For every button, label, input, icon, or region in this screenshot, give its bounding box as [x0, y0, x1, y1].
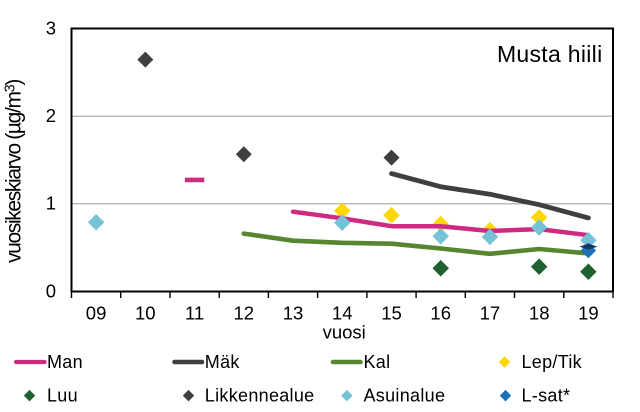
svg-text:Musta hiili: Musta hiili	[497, 41, 603, 67]
svg-text:Kal: Kal	[364, 352, 391, 372]
svg-text:Likkennealue: Likkennealue	[205, 386, 315, 406]
svg-text:L-sat*: L-sat*	[522, 386, 571, 406]
svg-text:Mäk: Mäk	[205, 352, 241, 372]
svg-text:19: 19	[578, 303, 599, 324]
svg-text:10: 10	[135, 303, 156, 324]
svg-text:18: 18	[529, 303, 550, 324]
svg-text:Luu: Luu	[47, 386, 78, 406]
svg-text:14: 14	[332, 303, 353, 324]
svg-text:17: 17	[480, 303, 501, 324]
svg-text:vuosi: vuosi	[323, 322, 366, 343]
svg-text:15: 15	[381, 303, 402, 324]
svg-text:Lep/Tik: Lep/Tik	[522, 352, 583, 372]
svg-text:2: 2	[46, 105, 56, 126]
svg-text:0: 0	[46, 280, 56, 301]
svg-text:Asuinalue: Asuinalue	[364, 386, 446, 406]
svg-text:11: 11	[185, 303, 204, 324]
svg-text:1: 1	[46, 193, 56, 214]
svg-text:09: 09	[86, 303, 107, 324]
svg-text:3: 3	[46, 17, 56, 38]
svg-text:vuosikeskiarvo (µg/m3): vuosikeskiarvo (µg/m3)	[3, 80, 26, 263]
svg-text:13: 13	[283, 303, 304, 324]
svg-text:16: 16	[430, 303, 451, 324]
svg-text:12: 12	[234, 303, 255, 324]
svg-text:Man: Man	[47, 352, 83, 372]
